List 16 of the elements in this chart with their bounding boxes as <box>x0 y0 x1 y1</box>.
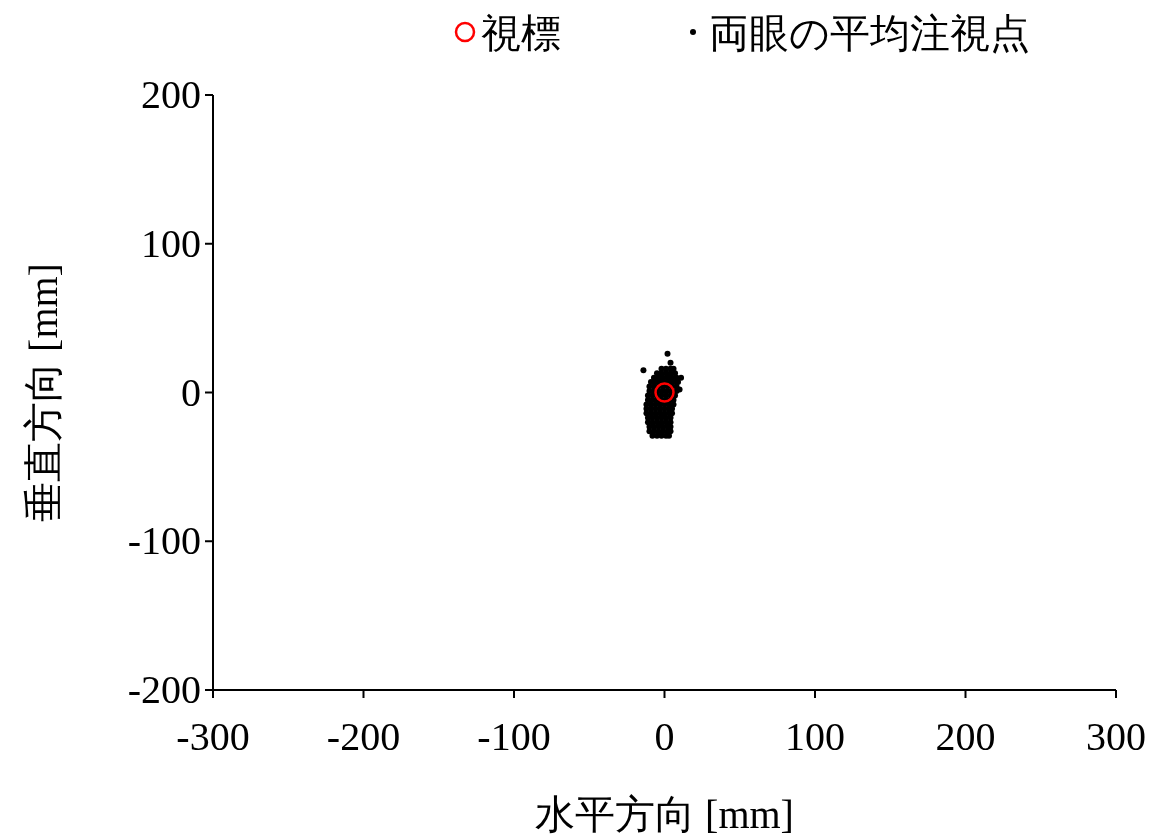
x-axis-title: 水平方向 [mm] <box>535 791 794 836</box>
y-tick-label: -200 <box>127 667 201 712</box>
legend-label: 両眼の平均注視点 <box>709 10 1030 56</box>
y-tick-label: 0 <box>181 369 201 415</box>
y-tick-label: 100 <box>141 220 201 266</box>
y-tick-label: 200 <box>141 72 201 117</box>
y-axis-title: 垂直方向 [mm] <box>20 263 66 522</box>
y-tick-label: -100 <box>127 518 201 564</box>
x-tick-label: 0 <box>654 714 675 759</box>
legend-label: 視標 <box>481 10 561 56</box>
x-tick-label: 200 <box>935 714 996 759</box>
x-tick-label: 300 <box>1086 714 1146 759</box>
x-tick-label: -300 <box>176 714 250 759</box>
x-tick-label: 100 <box>785 714 845 759</box>
x-tick-label: -200 <box>326 714 401 759</box>
x-tick-label: -100 <box>477 714 551 759</box>
